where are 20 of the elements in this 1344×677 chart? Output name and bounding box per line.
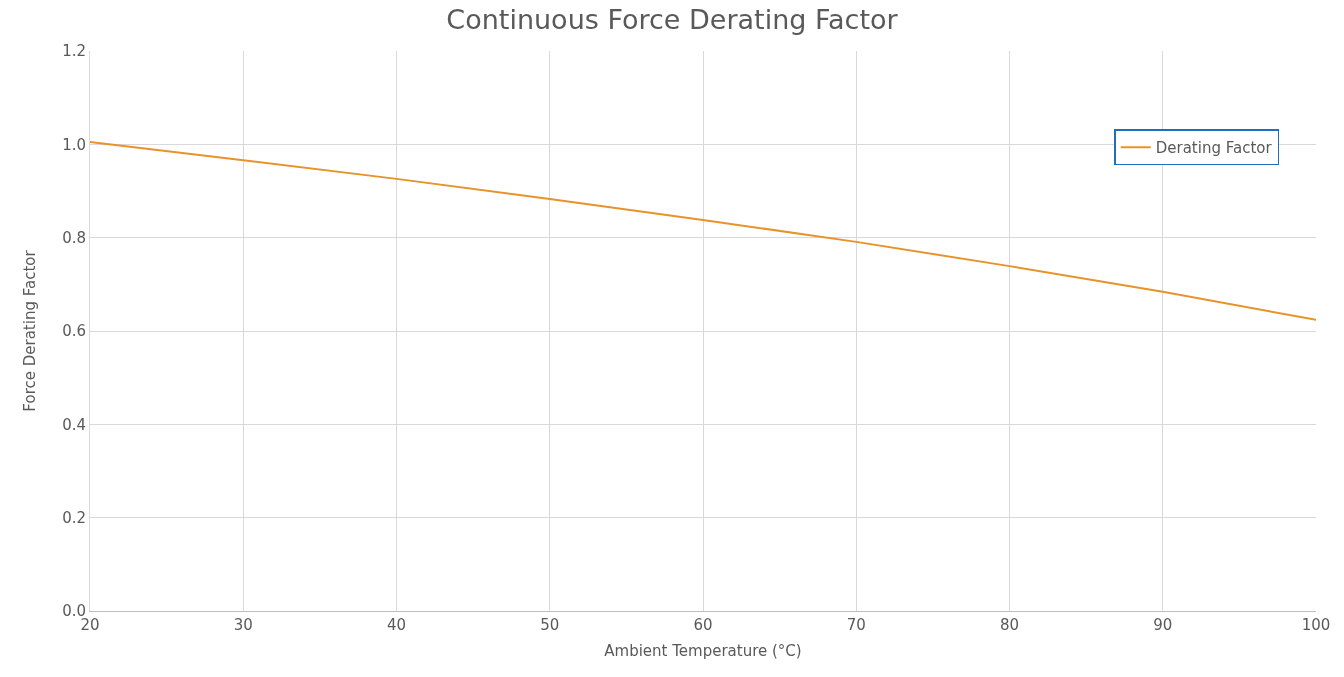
x-tick-label: 60 [693, 616, 713, 634]
y-tick-label: 1.2 [62, 42, 86, 61]
y-axis-title: Force Derating Factor [21, 249, 40, 412]
x-tick-label: 20 [80, 616, 100, 634]
x-tick-label: 40 [386, 616, 407, 634]
x-tick-label: 90 [1153, 616, 1173, 634]
x-tick-label: 50 [540, 616, 560, 634]
y-tick-label: 0.2 [62, 508, 86, 527]
y-tick-label: 0.6 [62, 322, 86, 341]
y-tick-label: 0.4 [62, 415, 86, 434]
y-tick-label: 0.8 [62, 228, 86, 247]
chart-title: Continuous Force Derating Factor [446, 4, 899, 36]
x-tick-label: 80 [999, 616, 1020, 634]
line-series [90, 141, 1316, 321]
x-tick-label: 70 [846, 616, 866, 634]
x-tick-label: 30 [233, 616, 253, 634]
legend-label: Derating Factor [1155, 139, 1273, 157]
x-axis-title: Ambient Temperature (°C) [604, 642, 802, 660]
x-tick-label: 100 [1301, 616, 1331, 634]
y-tick-label: 1.0 [62, 135, 86, 154]
